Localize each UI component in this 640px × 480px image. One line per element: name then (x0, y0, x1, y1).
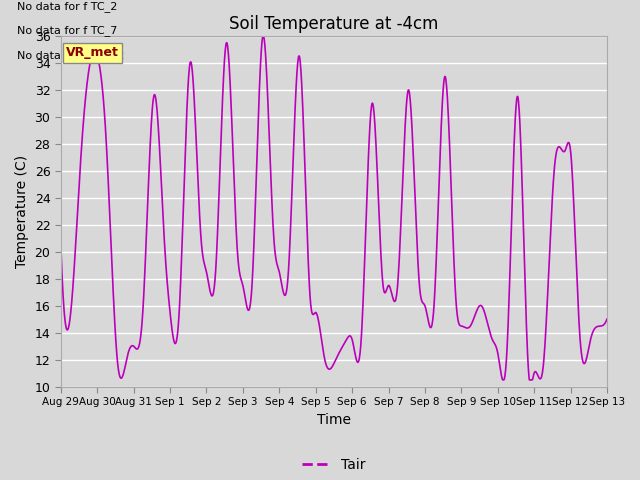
Title: Soil Temperature at -4cm: Soil Temperature at -4cm (229, 15, 438, 33)
Text: No data for f TC_12: No data for f TC_12 (17, 50, 125, 61)
X-axis label: Time: Time (317, 413, 351, 427)
Text: VR_met: VR_met (67, 47, 119, 60)
Text: No data for f TC_7: No data for f TC_7 (17, 25, 118, 36)
Legend: Tair: Tair (297, 453, 371, 478)
Y-axis label: Temperature (C): Temperature (C) (15, 155, 29, 268)
Text: No data for f TC_2: No data for f TC_2 (17, 1, 118, 12)
